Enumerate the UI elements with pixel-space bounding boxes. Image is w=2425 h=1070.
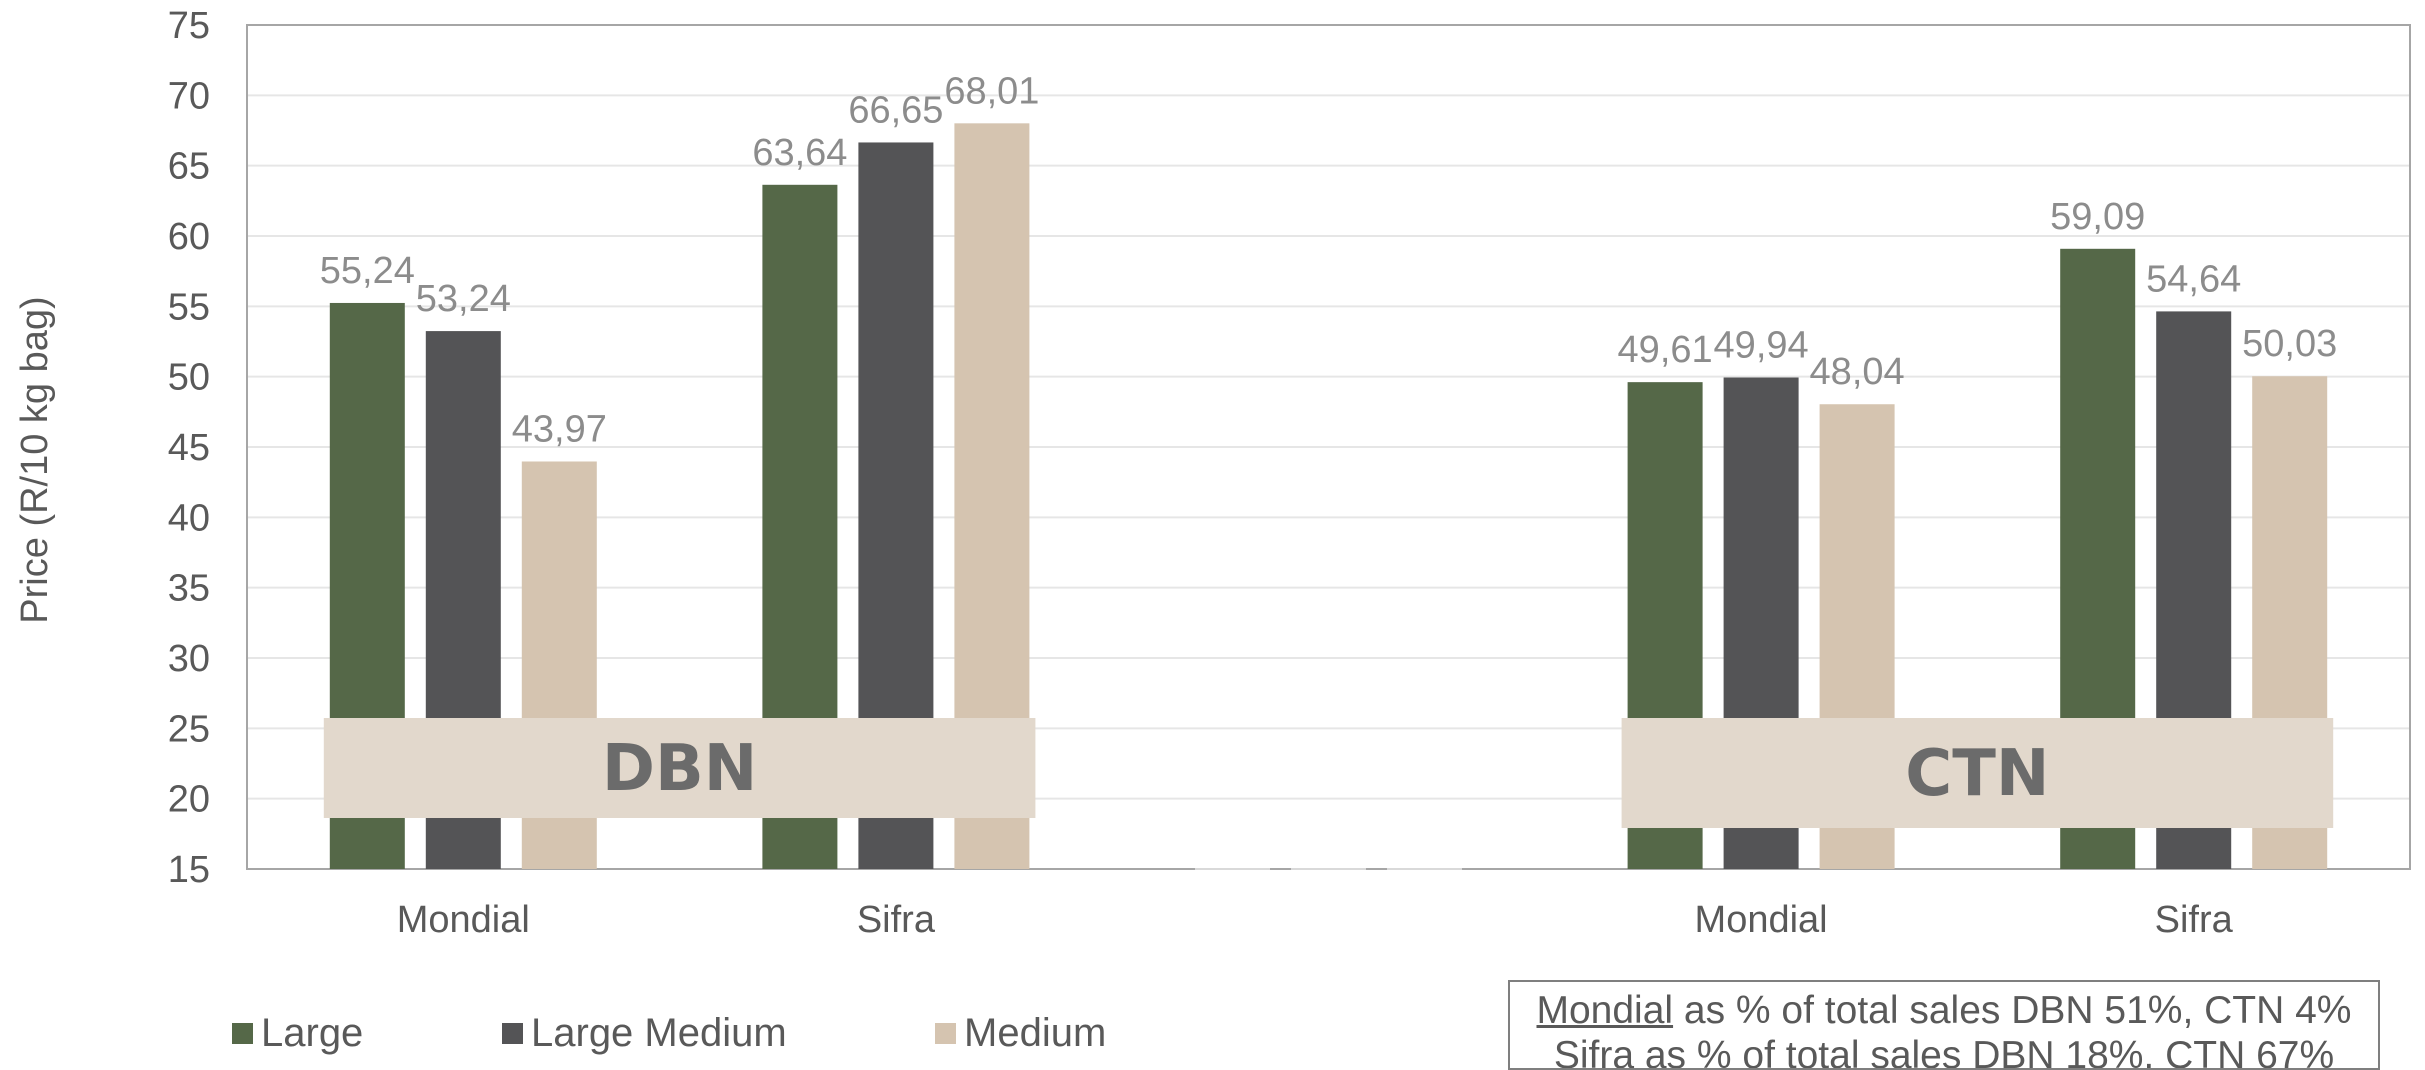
data-label: 66,65 xyxy=(848,89,943,131)
legend-swatch-medium xyxy=(935,1022,956,1044)
region-label-box xyxy=(1621,718,2334,828)
bar-chart: 15 20 25 30 35 40 45 50 55 60 65 70 75 Price (R/10 k… xyxy=(14,5,2411,941)
y-tick-label: 20 xyxy=(168,779,210,821)
note-mondial-underlined: Mondial xyxy=(1536,989,1674,1032)
sales-share-note: Mondial as % of total sales DBN 51%, CTN… xyxy=(1508,980,2380,1070)
region-label: DBN xyxy=(602,732,757,806)
legend-item-medium: Medium xyxy=(935,1011,1106,1056)
gridlines xyxy=(246,24,2411,870)
legend-label-large: Large xyxy=(261,1010,364,1055)
y-axis-ticks: 15 20 25 30 35 40 45 50 55 60 65 70 75 xyxy=(168,5,210,891)
legend-swatch-large xyxy=(232,1022,253,1044)
x-category-label: Mondial xyxy=(1695,899,1828,941)
y-tick-label: 60 xyxy=(168,216,210,258)
y-tick-label: 35 xyxy=(168,568,210,610)
legend-label-medium: Medium xyxy=(964,1010,1107,1055)
legend-item-large: Large xyxy=(232,1011,502,1056)
data-label: 63,64 xyxy=(752,132,847,174)
y-tick-label: 55 xyxy=(168,286,210,328)
y-tick-label: 25 xyxy=(168,708,210,750)
x-category-label: Sifra xyxy=(857,899,936,941)
y-tick-label: 15 xyxy=(168,849,210,891)
note-mondial-text: as % of total sales DBN 51%, CTN 4% xyxy=(1673,989,2352,1032)
note-line-sifra: Sifra as % of total sales DBN 18%, CTN 6… xyxy=(1553,1034,2335,1070)
data-label: 53,24 xyxy=(416,278,511,320)
data-label: 50,03 xyxy=(2242,323,2337,365)
data-label: 68,01 xyxy=(944,70,1039,112)
category-labels: Mondial Sifra Mondial Sifra xyxy=(397,899,2234,941)
y-tick-label: 45 xyxy=(168,427,210,469)
region-labels: DBN CTN xyxy=(323,718,2334,828)
y-tick-label: 40 xyxy=(168,497,210,539)
legend: Large Large Medium Medium xyxy=(232,1003,1106,1063)
data-label: 59,09 xyxy=(2050,196,2145,238)
data-label: 48,04 xyxy=(1810,351,1905,393)
data-label: 49,61 xyxy=(1618,329,1713,371)
region-label: CTN xyxy=(1905,737,2049,811)
x-category-label: Sifra xyxy=(2155,899,2234,941)
y-tick-label: 75 xyxy=(168,5,210,47)
legend-label-large-medium: Large Medium xyxy=(531,1010,787,1055)
bars xyxy=(329,123,2328,870)
data-label: 43,97 xyxy=(512,408,607,450)
region-label-box xyxy=(323,718,1036,818)
y-tick-label: 50 xyxy=(168,357,210,399)
y-axis-label: Price (R/10 kg bag) xyxy=(14,296,56,623)
data-label: 55,24 xyxy=(320,250,415,292)
legend-item-large-medium: Large Medium xyxy=(502,1011,935,1056)
y-tick-label: 30 xyxy=(168,638,210,680)
y-tick-label: 70 xyxy=(168,75,210,117)
legend-swatch-large-medium xyxy=(502,1022,523,1044)
y-tick-label: 65 xyxy=(168,146,210,188)
data-label: 49,94 xyxy=(1714,325,1809,367)
note-line-mondial: Mondial as % of total sales DBN 51%, CTN… xyxy=(1510,988,2378,1033)
x-category-label: Mondial xyxy=(397,899,530,941)
data-label: 54,64 xyxy=(2146,258,2241,300)
